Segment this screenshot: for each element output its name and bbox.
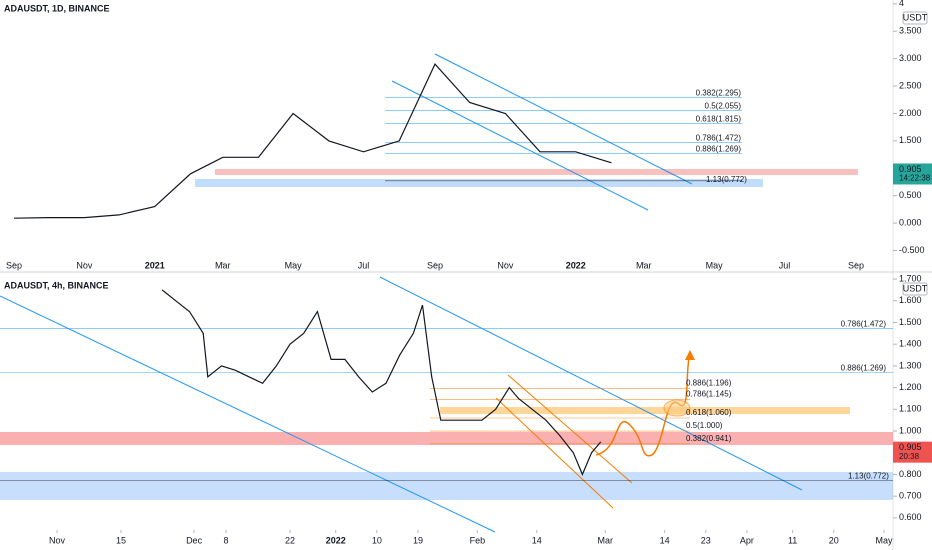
x-tick-label: Sep: [427, 260, 443, 270]
channel-line: [0, 295, 496, 533]
x-tick-label: 11: [788, 535, 797, 545]
target-circle: [663, 399, 691, 417]
y-tick-label: 4: [899, 0, 904, 8]
unit-label: USDT: [903, 283, 928, 293]
x-tick-label: Mar: [636, 260, 652, 270]
projection-path: [595, 352, 691, 457]
y-tick-label: 1.500: [899, 317, 922, 327]
last-price-label: 0.905: [899, 442, 922, 452]
y-tick-label: 0.500: [899, 190, 922, 200]
x-tick-label: 19: [413, 535, 423, 545]
x-tick-label: Nov: [76, 260, 93, 270]
countdown-label: 20:38: [899, 452, 920, 461]
y-tick-label: 1.300: [899, 360, 922, 370]
y-tick-label: -0.500: [899, 245, 925, 255]
y-tick-label: 1.200: [899, 382, 922, 392]
y-tick-label: 0.600: [899, 512, 922, 522]
unit-badge: [902, 282, 928, 296]
countdown-label: 14:22:38: [899, 174, 931, 183]
fib-level-label: 0.382(0.941): [686, 434, 732, 443]
channel-line: [434, 53, 693, 185]
x-tick-label: Jul: [779, 260, 791, 270]
last-price-label: 0.905: [899, 164, 922, 174]
x-tick-label: 22: [285, 535, 295, 545]
x-tick-label: 8: [224, 535, 229, 545]
fib-level-label: 0.618(1.815): [696, 115, 742, 124]
x-tick-label: Sep: [6, 260, 22, 270]
chart-title: ADAUSDT, 4h, BINANCE: [4, 280, 109, 290]
y-tick-label: 0.000: [899, 217, 922, 227]
x-tick-label: May: [285, 260, 303, 270]
fib-level-label: 0.5(1.000): [686, 421, 723, 430]
x-tick-label: 14: [532, 535, 542, 545]
channel-line: [379, 276, 803, 491]
y-tick-label: 0.800: [899, 469, 922, 479]
x-tick-label: 23: [701, 535, 711, 545]
y-tick-label: 3.500: [899, 26, 922, 36]
y-tick-label: 2.000: [899, 108, 922, 118]
y-tick-label: 3.000: [899, 53, 922, 63]
last-price-badge: [893, 163, 932, 185]
support-zone: [195, 179, 763, 187]
x-tick-label: May: [875, 535, 893, 545]
y-tick-label: 1.000: [899, 425, 922, 435]
x-tick-label: Nov: [497, 260, 514, 270]
fib-level-label: 0.5(2.055): [705, 102, 742, 111]
fib-level-label: 0.618(1.060): [686, 408, 732, 417]
channel-line: [507, 374, 633, 484]
x-tick-label: Sep: [848, 260, 864, 270]
price-line: [161, 289, 602, 476]
x-tick-label: Nov: [49, 535, 66, 545]
unit-label: USDT: [903, 12, 928, 22]
x-tick-label: 2021: [145, 260, 165, 270]
channel-line: [391, 80, 649, 211]
fib-level-label: 1.13(0.772): [848, 472, 889, 481]
x-tick-label: 20: [829, 535, 839, 545]
x-tick-label: Mar: [215, 260, 231, 270]
y-tick-label: 2.500: [899, 80, 922, 90]
fib-level-label: 0.886(1.269): [841, 364, 887, 373]
support-zone: [0, 472, 893, 500]
x-tick-label: Jul: [358, 260, 370, 270]
x-tick-label: Apr: [740, 535, 754, 545]
x-tick-label: May: [706, 260, 724, 270]
resistance-zone: [215, 169, 858, 175]
y-tick-label: 1.500: [899, 135, 922, 145]
x-tick-label: Dec: [186, 535, 203, 545]
fib-level-label: 0.886(1.269): [696, 145, 742, 154]
y-tick-label: 1.700: [899, 273, 922, 283]
x-tick-label: 14: [660, 535, 670, 545]
resistance-zone: [0, 432, 893, 445]
fib-level-label: 0.886(1.196): [686, 379, 732, 388]
price-line: [13, 63, 612, 219]
fib-level-label: 1.13(0.772): [706, 175, 747, 184]
fib-level-label: 0.786(1.472): [841, 320, 887, 329]
channel-line: [495, 397, 614, 509]
x-tick-label: 2022: [566, 260, 586, 270]
y-tick-label: 0.700: [899, 491, 922, 501]
fib-level-label: 0.382(2.295): [696, 88, 742, 97]
x-tick-label: 10: [372, 535, 382, 545]
unit-badge: [902, 11, 928, 25]
last-price-badge: [893, 441, 932, 463]
projection-arrow: [685, 350, 695, 360]
y-tick-label: 1.600: [899, 295, 922, 305]
x-tick-label: Mar: [598, 535, 614, 545]
y-tick-label: 1.100: [899, 404, 922, 414]
x-tick-label: Feb: [470, 535, 486, 545]
x-tick-label: 2022: [326, 535, 346, 545]
fib-level-label: 0.786(1.145): [686, 390, 732, 399]
y-tick-label: 1.400: [899, 339, 922, 349]
chart-title: ADAUSDT, 1D, BINANCE: [4, 3, 110, 13]
x-tick-label: 15: [116, 535, 126, 545]
fib-level-label: 0.786(1.472): [696, 134, 742, 143]
